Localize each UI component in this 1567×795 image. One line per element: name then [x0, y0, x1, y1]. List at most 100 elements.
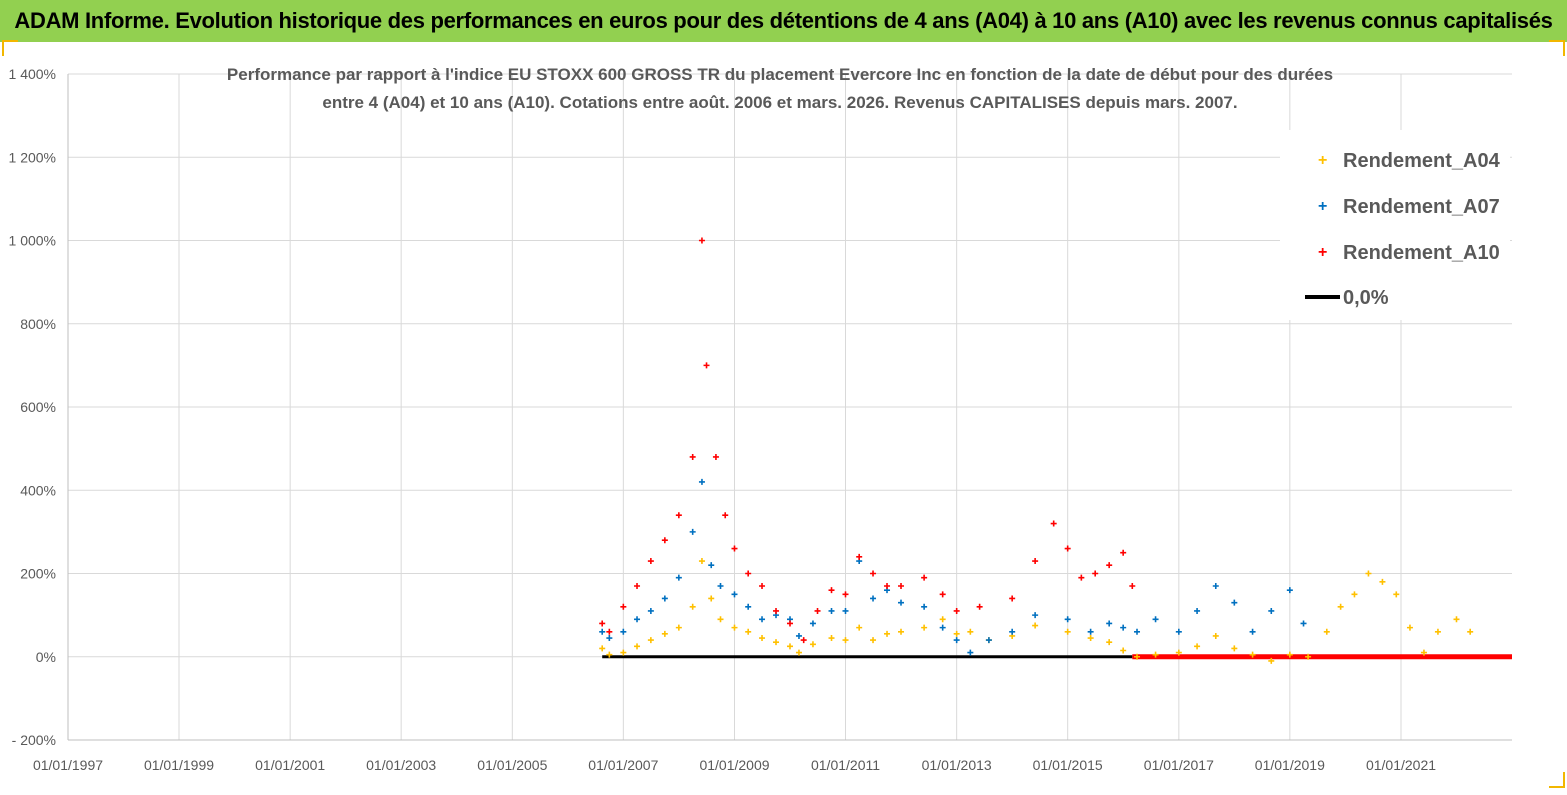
data-point — [1106, 639, 1113, 646]
data-point — [620, 649, 627, 656]
data-point — [870, 595, 877, 602]
performance-chart: 1 400% 1 200% 1 000% 800% 600% 400% 200% 0% - 20… — [9, 65, 1512, 773]
data-point — [1194, 607, 1201, 614]
data-point — [1175, 628, 1182, 635]
data-point — [856, 624, 863, 631]
data-point — [1434, 628, 1441, 635]
data-point — [661, 537, 668, 544]
data-point — [1420, 649, 1427, 656]
data-point — [620, 603, 627, 610]
data-point — [1064, 616, 1071, 623]
data-point — [939, 616, 946, 623]
data-point — [985, 637, 992, 644]
data-point — [1231, 599, 1238, 606]
data-point — [828, 587, 835, 594]
data-point — [1120, 624, 1127, 631]
data-point — [1120, 549, 1127, 556]
data-point — [953, 630, 960, 637]
data-point — [884, 630, 891, 637]
data-point — [856, 553, 863, 560]
legend-label-a07: Rendement_A07 — [1343, 196, 1500, 218]
x-tick-label: 01/01/2007 — [588, 757, 658, 773]
data-point — [1286, 651, 1293, 658]
data-point — [759, 616, 766, 623]
x-tick-label: 01/01/2001 — [255, 757, 325, 773]
axis-layer: 1 400% 1 200% 1 000% 800% 600% 400% 200% 0% - 20… — [9, 66, 1512, 773]
data-point — [698, 478, 705, 485]
data-point — [1393, 591, 1400, 598]
data-point — [809, 620, 816, 627]
data-point — [1351, 591, 1358, 598]
data-point — [1009, 628, 1016, 635]
data-point — [1268, 657, 1275, 664]
data-point — [1323, 628, 1330, 635]
data-point — [708, 595, 715, 602]
x-tick-label: 01/01/2015 — [1033, 757, 1103, 773]
corner-mark-top-left — [2, 40, 18, 56]
data-point — [814, 607, 821, 614]
data-point — [675, 574, 682, 581]
data-point — [1268, 607, 1275, 614]
data-point — [898, 628, 905, 635]
data-point — [1032, 612, 1039, 619]
data-point — [703, 362, 710, 369]
y-tick-label: 200% — [20, 566, 56, 582]
data-point — [745, 603, 752, 610]
data-point — [1305, 653, 1312, 660]
data-point — [1087, 628, 1094, 635]
x-tick-label: 01/01/2021 — [1366, 757, 1436, 773]
data-point — [647, 558, 654, 565]
x-tick-label: 01/01/2013 — [922, 757, 992, 773]
data-point — [1249, 628, 1256, 635]
data-point — [731, 591, 738, 598]
x-tick-label: 01/01/2009 — [699, 757, 769, 773]
data-point — [939, 591, 946, 598]
data-point — [634, 616, 641, 623]
data-point — [689, 603, 696, 610]
data-point — [1009, 595, 1016, 602]
y-tick-label: 600% — [20, 399, 56, 415]
data-point — [1134, 653, 1141, 660]
data-point — [939, 624, 946, 631]
data-point — [599, 645, 606, 652]
data-point — [1050, 520, 1057, 527]
series-Rendement_A10 — [599, 237, 1136, 644]
data-point — [1120, 647, 1127, 654]
data-point — [1032, 622, 1039, 629]
data-point — [708, 562, 715, 569]
chart-area: 1 400% 1 200% 1 000% 800% 600% 400% 200% 0% - 20… — [0, 44, 1567, 790]
data-point — [620, 628, 627, 635]
data-point — [1286, 587, 1293, 594]
legend-label-a10: Rendement_A10 — [1343, 242, 1500, 264]
y-tick-label: 1 200% — [9, 149, 56, 165]
y-tick-label: 1 400% — [9, 66, 56, 82]
data-point — [759, 582, 766, 589]
legend-marker-a07: + — [1318, 198, 1327, 215]
legend-label-a04: Rendement_A04 — [1343, 150, 1501, 172]
data-point — [717, 616, 724, 623]
data-point — [828, 635, 835, 642]
data-point — [773, 639, 780, 646]
data-point — [698, 237, 705, 244]
data-point — [1152, 651, 1159, 658]
data-point — [884, 582, 891, 589]
x-tick-label: 01/01/2005 — [477, 757, 547, 773]
data-point — [1092, 570, 1099, 577]
data-point — [731, 624, 738, 631]
data-point — [675, 512, 682, 519]
data-point — [1032, 558, 1039, 565]
data-point — [745, 628, 752, 635]
corner-mark-top-right — [1549, 40, 1565, 56]
data-point — [1467, 628, 1474, 635]
y-tick-label: 800% — [20, 316, 56, 332]
data-point — [1406, 624, 1413, 631]
data-point — [1231, 645, 1238, 652]
data-point — [842, 637, 849, 644]
data-point — [634, 643, 641, 650]
data-point — [1212, 632, 1219, 639]
data-point — [828, 607, 835, 614]
data-point — [953, 637, 960, 644]
data-point — [647, 607, 654, 614]
x-tick-label: 01/01/2011 — [811, 757, 880, 773]
data-point — [787, 620, 793, 627]
